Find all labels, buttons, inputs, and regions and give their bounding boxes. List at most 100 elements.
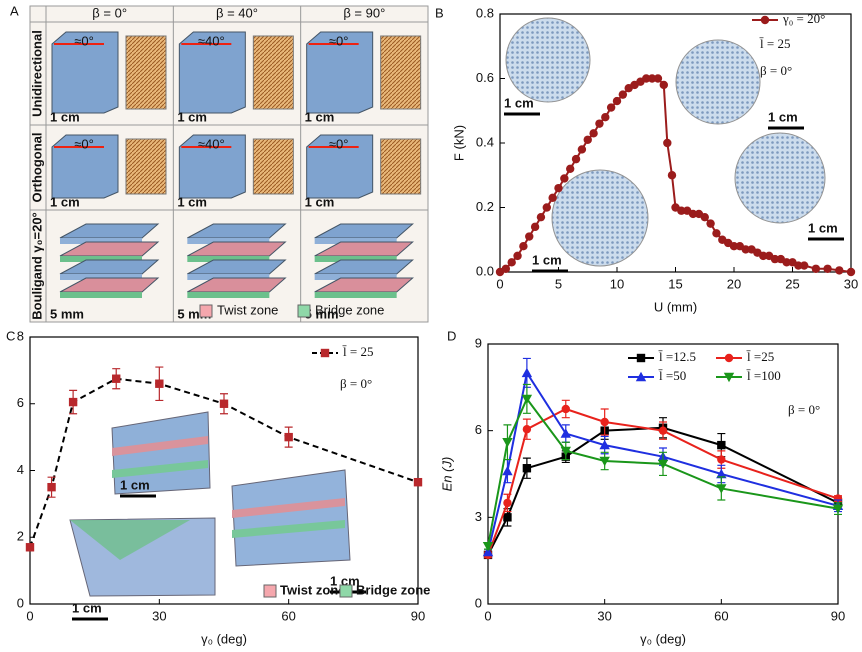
marker (503, 513, 512, 522)
layer-side (60, 256, 142, 262)
x-tick-label: 0 (484, 608, 491, 623)
column-header: β = 0° (92, 5, 127, 20)
marker (612, 96, 622, 106)
marker (571, 154, 581, 164)
marker (700, 212, 709, 222)
y-tick-label: 0 (17, 595, 24, 610)
marker (794, 261, 803, 270)
marker (663, 138, 672, 148)
y-tick-label: 0.2 (476, 199, 494, 214)
annotation: l̄ = 25 (759, 36, 790, 51)
marker (835, 266, 844, 275)
marker (657, 459, 669, 470)
y-tick-label: 0 (475, 595, 482, 610)
marker (502, 438, 513, 448)
marker (595, 119, 604, 128)
marker (47, 482, 56, 492)
legend-marker (760, 15, 770, 25)
legend-marker (636, 353, 646, 363)
marker (653, 74, 663, 83)
marker (712, 229, 721, 238)
marker (589, 129, 598, 138)
annotation: 1 cm (72, 600, 102, 615)
annotation: β = 0° (788, 402, 820, 417)
sample-block (51, 31, 119, 114)
marker (647, 74, 657, 83)
x-tick-label: 30 (844, 276, 858, 291)
scale-bar-label: 1 cm (305, 194, 335, 209)
legend-swatch (199, 304, 213, 318)
marker (599, 456, 610, 467)
x-axis-label: γ₀ (deg) (201, 631, 247, 646)
sample-block (306, 134, 374, 199)
annotation: 1 cm (504, 95, 534, 110)
marker (155, 379, 164, 388)
marker (513, 251, 522, 261)
y-axis-label: En (J) (439, 457, 454, 492)
sample-block (306, 31, 374, 114)
x-tick-label: 30 (597, 608, 611, 623)
marker (832, 504, 844, 514)
scale-bar-label: 1 cm (50, 194, 80, 209)
marker (618, 90, 628, 99)
marker (560, 446, 571, 457)
y-axis-label: F (kN) (451, 125, 466, 161)
y-tick-label: 4 (17, 462, 24, 477)
marker (667, 171, 677, 180)
layer-side (60, 292, 142, 298)
marker (729, 242, 739, 251)
layer-side (314, 256, 397, 262)
column-header: β = 90° (343, 5, 385, 20)
legend-swatch (339, 584, 353, 598)
marker (522, 464, 532, 473)
y-tick-label: 2 (17, 529, 24, 544)
x-tick-label: 25 (785, 276, 799, 291)
marker (658, 426, 668, 435)
annotation: 1 cm (120, 477, 150, 492)
legend-marker (724, 353, 734, 363)
marker (811, 264, 821, 273)
panel-label: C (6, 328, 15, 343)
sample-block (178, 31, 246, 114)
sample-block (51, 134, 119, 199)
marker (599, 439, 610, 450)
marker (521, 394, 533, 405)
scale-bar-label: 5 mm (305, 306, 339, 321)
marker (716, 484, 727, 494)
x-tick-label: 15 (668, 276, 682, 291)
inset-blocks (69, 411, 351, 597)
marker (519, 242, 528, 251)
legend-label: l̄ =50 (658, 368, 686, 383)
y-tick-label: 6 (475, 422, 482, 437)
legend-swatch (297, 304, 311, 318)
y-tick-label: 0.0 (476, 263, 494, 278)
legend-marker (320, 348, 330, 358)
legend-label: γ₀ = 20° (782, 11, 825, 26)
angle-annotation: ≈0° (329, 136, 349, 151)
row-label: Bouligand γ₀=20° (29, 212, 44, 320)
y-tick-label: 9 (475, 335, 482, 350)
marker (583, 135, 592, 144)
legend-marker (635, 371, 647, 382)
marker (833, 494, 843, 503)
series-line (29, 377, 419, 548)
marker (503, 498, 512, 508)
angle-annotation: ≈0° (74, 136, 94, 151)
marker (782, 258, 791, 267)
marker (68, 397, 78, 407)
marker (759, 251, 768, 261)
x-tick-label: 30 (152, 608, 166, 623)
marker (642, 74, 651, 83)
inset-images (505, 17, 826, 267)
plot-frame (487, 343, 839, 605)
x-tick-label: 0 (496, 276, 503, 291)
x-tick-label: 60 (714, 608, 728, 623)
y-tick-label: 8 (17, 328, 24, 343)
annotation: Twist zone (280, 582, 345, 597)
panel-label: A (10, 3, 19, 18)
y-tick-label: 0.6 (476, 70, 494, 85)
marker (522, 425, 532, 434)
y-tick-label: 3 (475, 509, 482, 524)
marker (501, 264, 511, 273)
